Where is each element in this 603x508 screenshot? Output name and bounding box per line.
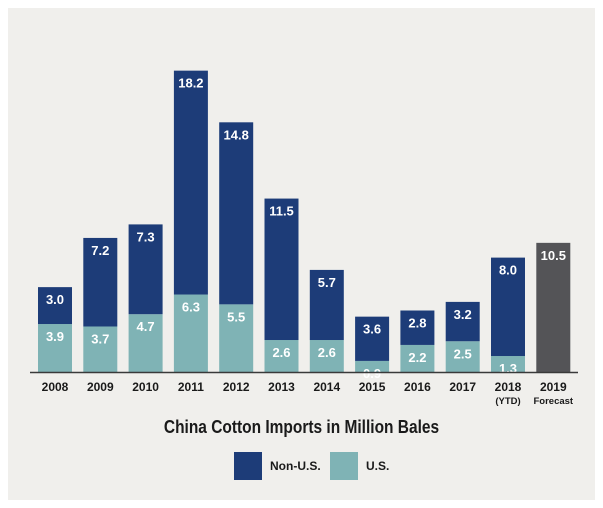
bar-us-2017 <box>445 341 480 372</box>
data-label-us-2009: 3.7 <box>91 331 109 346</box>
data-label-non-us-2017: 3.2 <box>454 307 472 322</box>
data-label-us-2014: 2.6 <box>318 345 336 360</box>
bar-us-2016 <box>400 344 435 372</box>
data-label-non-us-2012: 14.8 <box>224 127 249 142</box>
data-label-us-2008: 3.9 <box>46 329 64 344</box>
bar-non-us-2008 <box>38 287 72 325</box>
tick-label-2016: 2016 <box>404 380 431 394</box>
tick-sublabel-2019: Forecast <box>533 396 573 407</box>
data-label-us-2018: 1.3 <box>499 361 517 376</box>
legend-swatch-non-us <box>234 452 262 480</box>
data-label-non-us-2008: 3.0 <box>46 292 64 307</box>
legend-item-non-us: Non-U.S. <box>234 452 321 480</box>
legend-label-non-us: Non-U.S. <box>270 459 321 473</box>
data-label-non-us-2016: 2.8 <box>408 316 426 331</box>
tick-label-2015: 2015 <box>359 380 386 394</box>
data-label-us-2015: 0.9 <box>363 366 381 381</box>
tick-label-2009: 2009 <box>87 380 114 394</box>
bar-non-us-2015 <box>355 316 390 361</box>
bar-non-us-2017 <box>445 301 480 342</box>
bars-layer: 3.9 3.0 3.7 7.2 4.7 7.3 6.3 18.2 5.5 14.8 2.6 11.5 2… <box>38 70 571 381</box>
data-label-non-us-2014: 5.7 <box>318 275 336 290</box>
data-label-non-us-2015: 3.6 <box>363 322 381 337</box>
data-label-non-us-2018: 8.0 <box>499 263 517 278</box>
bar-non-us-2011 <box>173 70 208 295</box>
bar-non-us-2016 <box>400 310 435 345</box>
bar-us-2010 <box>128 314 163 372</box>
tick-label-2014: 2014 <box>313 380 340 394</box>
data-label-non-us-2009: 7.2 <box>91 243 109 258</box>
tick-label-2018: 2018 <box>495 380 522 394</box>
bar-us-2009 <box>83 326 118 372</box>
chart-title: China Cotton Imports in Million Bales <box>163 417 440 437</box>
data-label-us-2013: 2.6 <box>272 345 290 360</box>
bar-non-us-2013 <box>264 198 299 341</box>
bar-us-2018 <box>491 356 525 372</box>
bar-us-2013 <box>264 340 299 372</box>
tick-label-2013: 2013 <box>268 380 295 394</box>
tick-label-2017: 2017 <box>449 380 476 394</box>
tick-label-2019: 2019 <box>540 380 567 394</box>
tick-sublabel-2018: (YTD) <box>495 396 520 407</box>
bar-us-2015 <box>355 360 390 372</box>
data-label-non-us-2010: 7.3 <box>137 229 155 244</box>
legend-item-us: U.S. <box>330 452 389 480</box>
tick-label-2012: 2012 <box>223 380 250 394</box>
bar-non-us-2018 <box>491 257 525 357</box>
bar-us-2011 <box>173 294 208 372</box>
bar-us-2008 <box>38 324 72 372</box>
tick-label-2008: 2008 <box>42 380 69 394</box>
bar-non-us-2014 <box>309 269 344 341</box>
data-label-non-us-2013: 11.5 <box>269 204 294 219</box>
tick-labels-layer: 2008 2009 2010 2011 2012 2013 2014 2015 2016 2017… <box>42 380 574 407</box>
bar-non-us-2012 <box>219 122 254 305</box>
bar-forecast-2019 <box>536 242 571 372</box>
data-label-us-2011: 6.3 <box>182 300 200 315</box>
data-label-forecast-2019: 10.5 <box>541 248 566 263</box>
data-label-us-2012: 5.5 <box>227 309 245 324</box>
data-label-us-2017: 2.5 <box>454 346 472 361</box>
bar-non-us-2010 <box>128 224 163 315</box>
data-label-non-us-2011: 18.2 <box>178 76 203 91</box>
bar-chart: 3.9 3.0 3.7 7.2 4.7 7.3 6.3 18.2 5.5 14.8 2.6 11.5 2… <box>30 70 578 407</box>
legend-swatch-us <box>330 452 358 480</box>
bar-non-us-2009 <box>83 237 118 327</box>
legend-label-us: U.S. <box>366 459 390 473</box>
data-label-us-2016: 2.2 <box>408 350 426 365</box>
bar-us-2014 <box>309 340 344 372</box>
tick-label-2010: 2010 <box>132 380 159 394</box>
tick-label-2011: 2011 <box>178 380 204 394</box>
bar-us-2012 <box>219 304 254 372</box>
data-label-us-2010: 4.7 <box>137 319 155 334</box>
